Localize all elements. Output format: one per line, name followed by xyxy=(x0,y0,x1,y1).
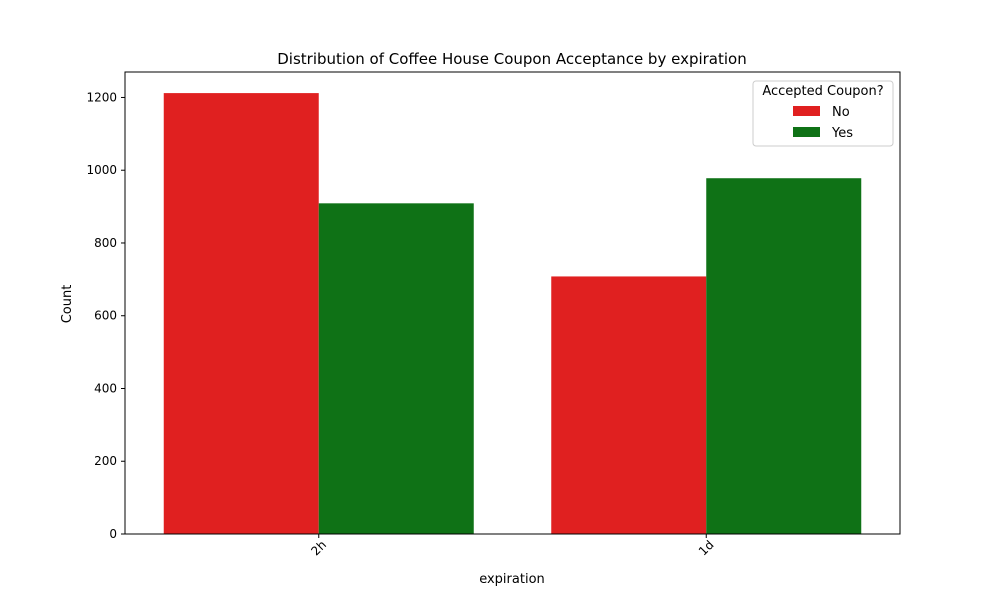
y-tick-label: 1200 xyxy=(86,90,117,104)
x-axis-label: expiration xyxy=(479,572,545,587)
legend-label-no: No xyxy=(832,105,850,120)
y-tick-label: 0 xyxy=(109,527,117,541)
bar-no-1d xyxy=(551,276,707,534)
bar-yes-2h xyxy=(318,203,474,534)
axes-group: 0 200 400 600 800 1000 1200 2h 1d xyxy=(86,71,901,559)
y-tick-label: 600 xyxy=(94,309,117,323)
legend-swatch-no xyxy=(793,106,820,116)
bar-no-2h xyxy=(163,93,319,534)
y-tick-label: 1000 xyxy=(86,163,117,177)
x-tick-label-2h: 2h xyxy=(308,538,329,559)
x-tick-label-1d: 1d xyxy=(696,538,717,559)
y-tick-label: 400 xyxy=(94,381,117,395)
y-tick-label: 200 xyxy=(94,454,117,468)
bars-group xyxy=(163,93,862,534)
legend-label-yes: Yes xyxy=(831,126,853,141)
legend-title: Accepted Coupon? xyxy=(762,84,883,99)
y-tick-label: 800 xyxy=(94,236,117,250)
plot-frame xyxy=(124,71,901,535)
legend-items: No Yes xyxy=(793,105,853,141)
bar-yes-1d xyxy=(706,178,862,534)
legend-frame xyxy=(752,80,894,147)
chart-title: Distribution of Coffee House Coupon Acce… xyxy=(277,50,746,68)
y-axis-label: Count xyxy=(60,285,75,324)
legend-swatch-yes xyxy=(793,127,820,137)
legend: Accepted Coupon? No Yes xyxy=(752,80,894,147)
